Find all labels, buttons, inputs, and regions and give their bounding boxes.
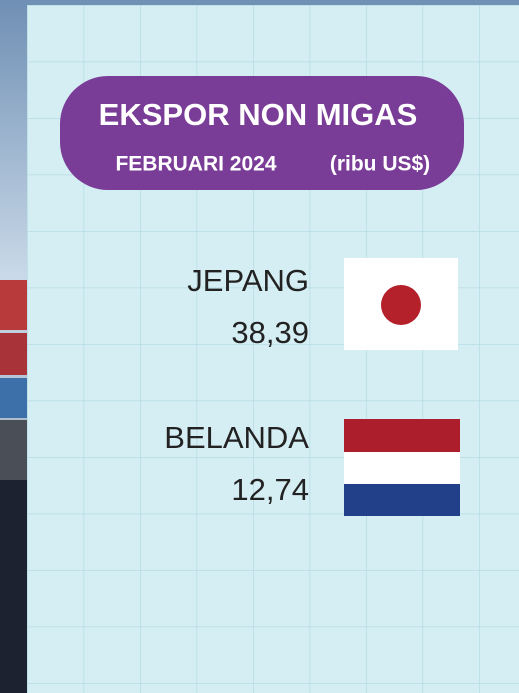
- unit: (ribu US$): [330, 153, 430, 176]
- subtitle: FEBRUARI 2024: [115, 153, 276, 176]
- country-name: JEPANG: [187, 263, 309, 298]
- country-name: BELANDA: [164, 420, 309, 455]
- export-value: 38,39: [231, 315, 309, 350]
- flag-netherlands: [344, 419, 460, 516]
- flag-japan: [344, 258, 458, 350]
- infographic: EKSPOR NON MIGAS FEBRUARI 2024 (ribu US$…: [0, 0, 519, 693]
- title: EKSPOR NON MIGAS: [99, 97, 418, 132]
- export-value: 12,74: [231, 472, 309, 507]
- page: {"header": {"title": "EKSPOR NON MIGAS",…: [0, 0, 519, 693]
